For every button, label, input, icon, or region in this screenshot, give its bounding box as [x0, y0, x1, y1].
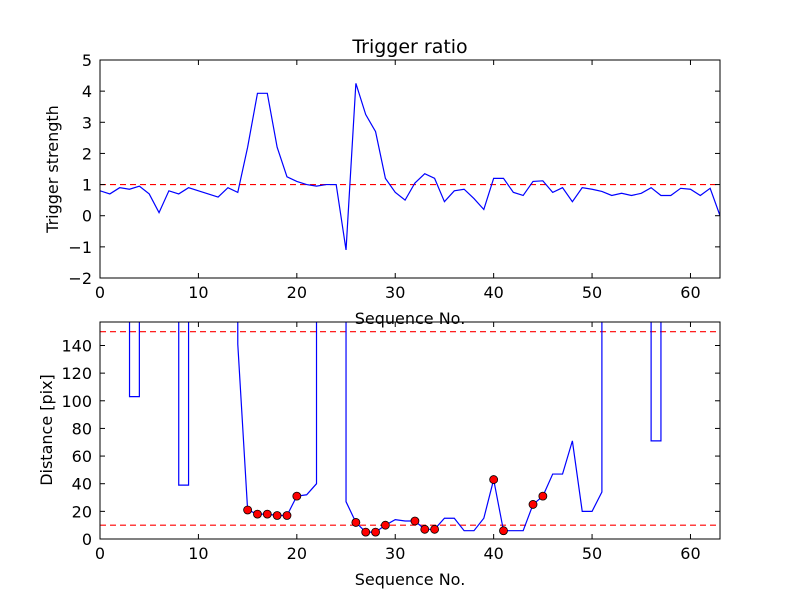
x-tick-label: 10 [188, 544, 208, 563]
x-tick-label: 0 [95, 283, 105, 302]
y-tick-label: 0 [82, 207, 92, 226]
data-point-marker [361, 527, 371, 537]
y-tick-label: −1 [68, 238, 92, 257]
x-tick-label: 40 [483, 283, 503, 302]
y-tick-label: 2 [82, 144, 92, 163]
y-tick-label: 1 [82, 176, 92, 195]
data-point-marker [272, 511, 282, 520]
ticks-layer: 0 10 20 30 40 50 60 −2 −1 0 1 2 3 4 5 [68, 51, 720, 302]
plot-data-layer [100, 83, 720, 251]
plot-data-layer [100, 322, 720, 537]
y-tick-label: 0 [82, 530, 92, 549]
y-tick-label: 4 [82, 82, 92, 101]
x-axis-label: Sequence No. [355, 570, 466, 589]
x-tick-label: 50 [582, 544, 602, 563]
ticks-layer: 0 10 20 30 40 50 60 0 20 40 60 80 100 120 140 [61, 322, 720, 563]
x-axis-label: Sequence No. [355, 309, 466, 328]
x-tick-label: 60 [680, 544, 700, 563]
y-tick-label: −2 [68, 269, 92, 288]
chart-title: Trigger ratio [351, 36, 467, 58]
y-tick-label: 60 [72, 447, 92, 466]
data-point-marker [499, 526, 508, 536]
y-tick-label: 100 [61, 392, 92, 411]
data-point-marker [430, 524, 440, 534]
x-tick-label: 20 [287, 544, 307, 563]
data-point-marker [243, 505, 253, 515]
y-tick-label: 120 [61, 364, 92, 383]
x-tick-label: 60 [680, 283, 700, 302]
axes-frame [99, 59, 721, 279]
y-tick-label: 20 [72, 502, 92, 521]
data-point-marker [528, 500, 538, 509]
data-point-marker [371, 527, 380, 537]
x-tick-label: 40 [483, 544, 503, 563]
x-tick-label: 30 [385, 283, 405, 302]
y-tick-label: 40 [72, 475, 92, 494]
data-point-marker [420, 524, 430, 534]
y-axis-label: Trigger strength [43, 105, 62, 234]
x-tick-label: 0 [95, 544, 105, 563]
x-tick-label: 20 [287, 283, 307, 302]
data-point-marker [282, 511, 292, 520]
data-point-marker [538, 491, 548, 501]
series-line [100, 83, 720, 251]
data-point-marker [262, 509, 272, 519]
y-tick-label: 80 [72, 419, 92, 438]
series-line [128, 322, 662, 533]
y-tick-label: 3 [82, 113, 92, 132]
distance-plot: 0 10 20 30 40 50 60 0 20 40 60 80 100 120 140 Sequence… [37, 321, 721, 589]
data-point-marker [489, 475, 499, 484]
y-tick-label: 5 [82, 51, 92, 70]
x-tick-label: 10 [188, 283, 208, 302]
axes-frame [99, 321, 721, 540]
data-point-marker [253, 509, 262, 519]
data-point-marker [410, 516, 420, 526]
x-tick-label: 30 [385, 544, 405, 563]
trigger-ratio-plot: 0 10 20 30 40 50 60 −2 −1 0 1 2 3 4 5 Trigger ratio Se… [43, 36, 721, 328]
data-point-marker [292, 491, 302, 501]
y-tick-label: 140 [61, 336, 92, 355]
data-point-marker [351, 518, 361, 527]
data-point-marker [380, 520, 390, 530]
x-tick-label: 50 [582, 283, 602, 302]
y-axis-label: Distance [pix] [37, 374, 56, 486]
